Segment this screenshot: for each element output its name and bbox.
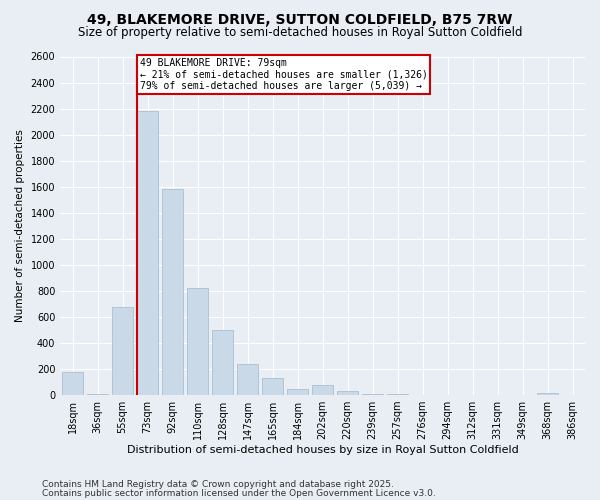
Bar [212, 330, 233, 395]
Bar [262, 378, 283, 395]
Bar [62, 372, 83, 395]
Bar [362, 394, 383, 395]
Text: Contains public sector information licensed under the Open Government Licence v3: Contains public sector information licen… [42, 489, 436, 498]
Bar [137, 111, 158, 395]
Text: Contains HM Land Registry data © Crown copyright and database right 2025.: Contains HM Land Registry data © Crown c… [42, 480, 394, 489]
Bar [112, 306, 133, 395]
Bar [87, 394, 108, 395]
Bar [237, 364, 258, 395]
Bar [537, 393, 558, 395]
Y-axis label: Number of semi-detached properties: Number of semi-detached properties [15, 130, 25, 322]
Text: 49 BLAKEMORE DRIVE: 79sqm
← 21% of semi-detached houses are smaller (1,326)
79% : 49 BLAKEMORE DRIVE: 79sqm ← 21% of semi-… [140, 58, 427, 92]
Bar [337, 391, 358, 395]
Bar [187, 288, 208, 395]
Bar [312, 384, 333, 395]
Bar [387, 394, 408, 395]
Text: 49, BLAKEMORE DRIVE, SUTTON COLDFIELD, B75 7RW: 49, BLAKEMORE DRIVE, SUTTON COLDFIELD, B… [88, 12, 512, 26]
Bar [162, 190, 183, 395]
Text: Size of property relative to semi-detached houses in Royal Sutton Coldfield: Size of property relative to semi-detach… [78, 26, 522, 39]
X-axis label: Distribution of semi-detached houses by size in Royal Sutton Coldfield: Distribution of semi-detached houses by … [127, 445, 518, 455]
Bar [287, 388, 308, 395]
